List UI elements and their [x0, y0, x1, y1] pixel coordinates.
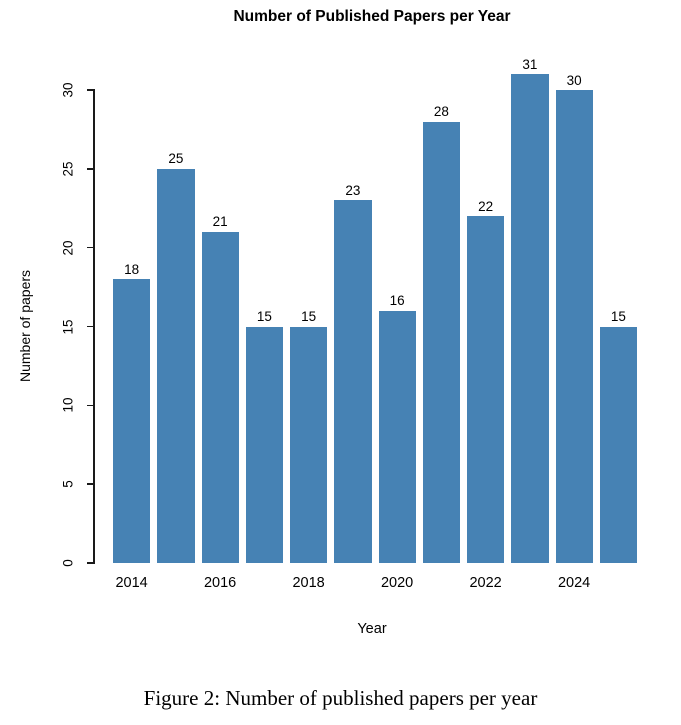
bar-value-label: 31	[522, 56, 538, 72]
bar-2025	[599, 326, 637, 563]
bar-value-label: 15	[610, 309, 626, 324]
bar-2021	[422, 121, 460, 563]
bar-2022	[467, 216, 505, 563]
y-tick-label-15: 15	[60, 318, 76, 335]
chart-title: Number of Published Papers per Year	[233, 8, 511, 25]
bar-2016	[201, 231, 239, 563]
bar-2023	[511, 74, 549, 563]
bar-value-label: 30	[566, 72, 582, 88]
x-tick-label-2023	[511, 575, 548, 591]
bar-2018	[290, 326, 328, 563]
y-tick-15	[86, 325, 94, 328]
y-tick-10	[86, 404, 94, 407]
bar-value-label: 15	[301, 309, 317, 324]
bar-slot-2019: 23	[334, 50, 372, 563]
x-axis-tick-labels: 2014 2016 2018 2020 2022 2024	[113, 575, 637, 591]
x-tick-label-2018: 2018	[292, 575, 325, 591]
bar-2020	[378, 310, 416, 563]
x-tick-label-2021	[423, 575, 460, 591]
bar-slot-2022: 22	[467, 50, 505, 563]
y-tick-label-5: 5	[60, 480, 76, 488]
x-tick-label-2024: 2024	[557, 575, 591, 591]
bar-value-label: 18	[124, 261, 140, 277]
y-tick-label-0: 0	[60, 559, 76, 567]
bar-value-label: 23	[345, 182, 361, 198]
x-tick-label-2015	[157, 575, 194, 591]
bar-slot-2017: 15	[245, 50, 283, 563]
x-axis-title: Year	[357, 621, 387, 637]
y-tick-30	[86, 89, 94, 91]
y-tick-label-25: 25	[60, 161, 76, 177]
x-tick-label-2022: 2022	[469, 575, 502, 591]
x-tick-label-2025	[600, 575, 637, 591]
bar-2017	[245, 326, 283, 563]
figure-caption: Figure 2: Number of published papers per…	[143, 686, 538, 710]
bar-value-label: 28	[433, 104, 449, 120]
bar-value-label: 22	[478, 198, 494, 214]
bar-series: 18 25 21 15 15 23 16 28 22 31 30 15	[113, 50, 637, 563]
y-tick-25	[86, 168, 94, 170]
bar-slot-2024: 30	[555, 50, 593, 563]
bar-slot-2020: 16	[378, 50, 416, 563]
bar-slot-2016: 21	[201, 50, 239, 563]
bar-value-label: 16	[389, 293, 405, 309]
bar-2019	[334, 200, 372, 563]
bar-2024	[555, 90, 593, 563]
y-axis-title: Number of papers	[17, 269, 33, 383]
y-tick-label-20: 20	[60, 240, 76, 256]
x-tick-label-2020: 2020	[380, 575, 414, 591]
bar-slot-2021: 28	[422, 50, 460, 563]
bar-slot-2023: 31	[511, 50, 549, 563]
x-tick-label-2016: 2016	[203, 575, 237, 591]
y-tick-5	[86, 483, 94, 485]
bar-value-label: 21	[212, 214, 228, 230]
bar-2014	[113, 279, 151, 563]
bar-value-label: 25	[168, 151, 184, 167]
x-tick-label-2017	[246, 575, 283, 591]
y-tick-0	[86, 562, 94, 564]
y-tick-label-10: 10	[60, 397, 76, 413]
bar-slot-2015: 25	[157, 50, 195, 563]
y-tick-label-30: 30	[60, 82, 76, 98]
bar-2015	[157, 168, 195, 563]
x-tick-label-2014: 2014	[115, 575, 148, 591]
x-tick-label-2019	[334, 575, 371, 591]
bar-value-label: 15	[256, 309, 272, 324]
bar-slot-2018: 15	[290, 50, 328, 563]
bar-slot-2014: 18	[113, 50, 151, 563]
y-axis-line	[93, 89, 95, 564]
y-tick-20	[86, 246, 94, 249]
bar-slot-2025: 15	[599, 50, 637, 563]
